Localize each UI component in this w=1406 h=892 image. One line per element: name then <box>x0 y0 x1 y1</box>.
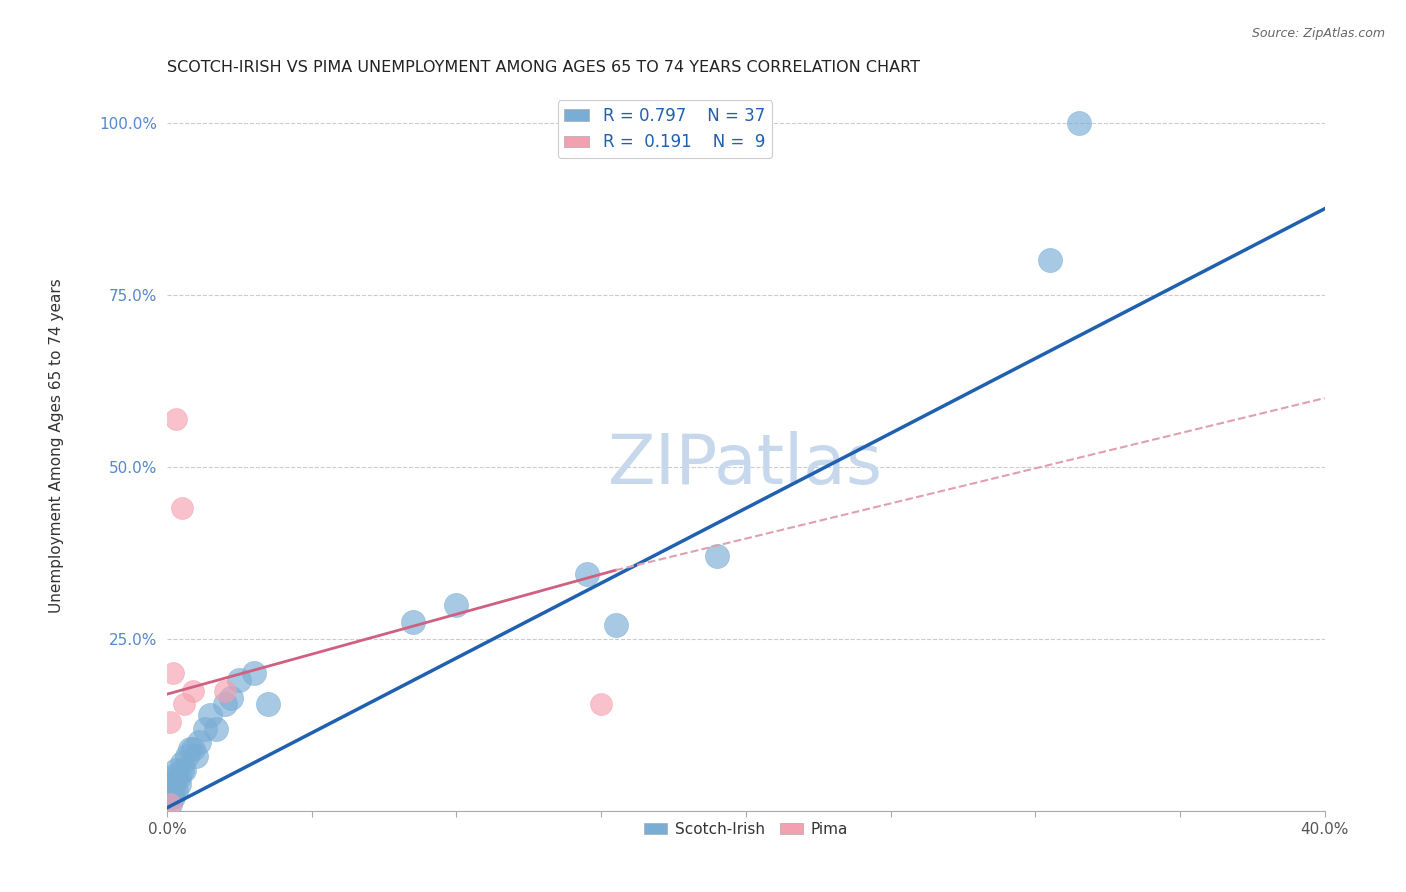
Point <box>176 749 198 764</box>
Point <box>184 749 207 764</box>
Point <box>165 783 187 797</box>
Point <box>194 722 217 736</box>
Point <box>173 763 195 777</box>
Point <box>165 763 187 777</box>
Text: Unemployment Among Ages 65 to 74 years: Unemployment Among Ages 65 to 74 years <box>49 278 63 614</box>
Point <box>1039 253 1062 268</box>
Point <box>159 714 181 729</box>
Point <box>605 618 627 632</box>
Point <box>219 690 242 705</box>
Point <box>228 673 250 688</box>
Point <box>170 501 193 516</box>
Point <box>214 698 236 712</box>
Point <box>167 770 190 784</box>
Point <box>159 797 181 812</box>
Point <box>165 770 187 784</box>
Point <box>165 411 187 425</box>
Point <box>200 707 222 722</box>
Point <box>162 790 184 805</box>
Point <box>591 698 613 712</box>
Point <box>170 763 193 777</box>
Point <box>1067 116 1090 130</box>
Point <box>179 742 201 756</box>
Point <box>159 790 181 805</box>
Point <box>159 790 181 805</box>
Point <box>159 797 181 812</box>
Point <box>402 615 425 629</box>
Point <box>446 598 468 612</box>
Point <box>575 566 598 581</box>
Point <box>159 770 181 784</box>
Legend: Scotch-Irish, Pima: Scotch-Irish, Pima <box>638 816 853 843</box>
Point <box>162 666 184 681</box>
Point <box>706 549 728 564</box>
Point <box>159 777 181 791</box>
Text: Source: ZipAtlas.com: Source: ZipAtlas.com <box>1251 27 1385 40</box>
Point <box>181 683 204 698</box>
Point <box>205 722 228 736</box>
Point <box>173 698 195 712</box>
Point <box>187 735 209 749</box>
Point <box>167 777 190 791</box>
Point <box>243 666 266 681</box>
Point <box>170 756 193 770</box>
Point <box>181 742 204 756</box>
Point <box>162 777 184 791</box>
Point <box>257 698 280 712</box>
Text: ZIPatlas: ZIPatlas <box>609 431 883 498</box>
Text: SCOTCH-IRISH VS PIMA UNEMPLOYMENT AMONG AGES 65 TO 74 YEARS CORRELATION CHART: SCOTCH-IRISH VS PIMA UNEMPLOYMENT AMONG … <box>167 60 920 75</box>
Point <box>214 683 236 698</box>
Point <box>162 783 184 797</box>
Point <box>159 783 181 797</box>
